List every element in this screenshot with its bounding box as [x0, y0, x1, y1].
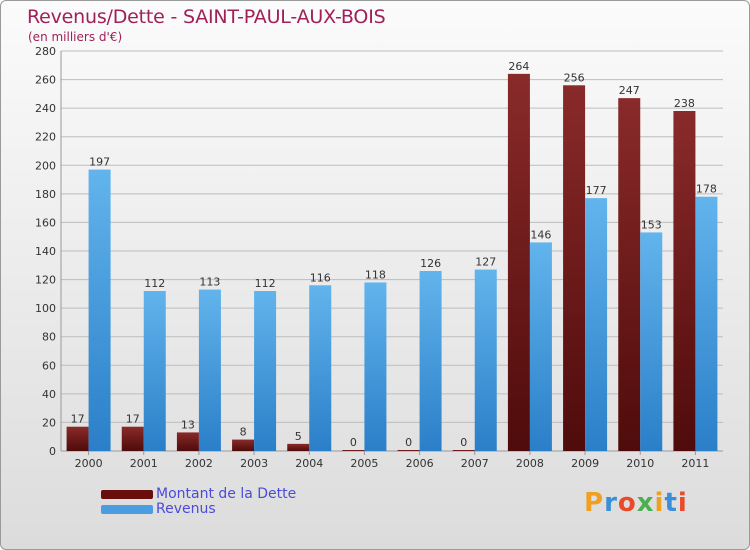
x-tick-label: 2002 — [185, 457, 213, 470]
data-label-revenus: 127 — [475, 256, 496, 269]
bars — [66, 73, 718, 452]
data-label-dette: 0 — [405, 436, 412, 449]
y-tick-label: 180 — [35, 188, 56, 201]
bar-dette — [507, 73, 530, 451]
data-label-dette: 17 — [71, 413, 85, 426]
bar-revenus — [309, 285, 332, 451]
data-label-dette: 17 — [126, 413, 140, 426]
y-tick-label: 80 — [42, 331, 56, 344]
x-axis: 2000 2001 2002 2003 2004 2005 2006 2007 2008 2009… — [75, 451, 709, 470]
data-label-dette: 5 — [295, 430, 302, 443]
data-label-dette: 8 — [240, 426, 247, 439]
bar-dette — [618, 98, 641, 452]
data-label-dette: 0 — [460, 436, 467, 449]
data-label-revenus: 112 — [144, 277, 165, 290]
y-tick-label: 0 — [49, 445, 56, 458]
y-tick-label: 280 — [35, 45, 56, 58]
x-tick-label: 2001 — [130, 457, 158, 470]
data-label-dette: 264 — [508, 60, 529, 73]
x-tick-label: 2006 — [406, 457, 434, 470]
y-tick-label: 220 — [35, 131, 56, 144]
bar-revenus — [254, 291, 277, 451]
x-tick-label: 2010 — [626, 457, 654, 470]
bar-dette — [66, 426, 89, 451]
bar-dette — [176, 432, 199, 451]
logo-letter: i — [677, 488, 688, 518]
data-label-dette: 238 — [674, 97, 695, 110]
data-label-revenus: 118 — [365, 268, 386, 281]
y-tick-label: 200 — [35, 159, 56, 172]
data-label-dette: 256 — [564, 71, 585, 84]
logo-letter: x — [636, 488, 655, 518]
data-label-revenus: 116 — [310, 271, 331, 284]
bar-revenus — [695, 196, 718, 451]
bar-revenus — [474, 269, 497, 451]
x-tick-label: 2007 — [461, 457, 489, 470]
data-label-revenus: 126 — [420, 257, 441, 270]
bar-revenus — [640, 232, 663, 451]
data-label-revenus: 146 — [530, 228, 551, 241]
proxiti-logo: Proxiti — [584, 488, 688, 518]
y-tick-label: 60 — [42, 359, 56, 372]
bar-dette — [342, 450, 365, 451]
data-label-revenus: 177 — [586, 184, 607, 197]
bar-revenus — [529, 242, 552, 451]
x-tick-label: 2009 — [571, 457, 599, 470]
y-axis: 0 20 40 60 80 100 120 140 160 180 200 220 240 260 280 — [35, 45, 56, 458]
data-label-revenus: 112 — [255, 277, 276, 290]
bar-revenus — [419, 271, 442, 451]
y-tick-label: 40 — [42, 388, 56, 401]
bar-revenus — [143, 291, 166, 451]
data-label-revenus: 197 — [89, 156, 110, 169]
bar-revenus — [364, 282, 387, 451]
y-tick-label: 240 — [35, 102, 56, 115]
legend-label-revenus: Revenus — [156, 501, 216, 517]
bar-revenus — [88, 169, 111, 452]
data-label-dette: 0 — [350, 436, 357, 449]
bar-dette — [397, 450, 420, 451]
x-tick-label: 2000 — [75, 457, 103, 470]
bar-revenus — [198, 289, 221, 451]
legend-swatch-dette — [101, 490, 153, 499]
x-tick-label: 2004 — [295, 457, 323, 470]
logo-letter: P — [584, 488, 605, 518]
legend-swatch-revenus — [101, 505, 153, 514]
x-tick-label: 2003 — [240, 457, 268, 470]
bar-dette — [287, 443, 310, 451]
bar-dette — [452, 450, 475, 451]
y-tick-label: 120 — [35, 274, 56, 287]
bar-revenus — [585, 198, 608, 451]
bar-dette — [121, 426, 144, 451]
bar-dette — [563, 85, 586, 452]
x-tick-label: 2008 — [516, 457, 544, 470]
x-tick-label: 2011 — [681, 457, 709, 470]
data-label-revenus: 178 — [696, 183, 717, 196]
bar-dette — [673, 111, 696, 451]
logo-letter: t — [664, 488, 678, 518]
x-tick-label: 2005 — [350, 457, 378, 470]
data-label-revenus: 153 — [641, 218, 662, 231]
y-tick-label: 160 — [35, 216, 56, 229]
y-tick-label: 260 — [35, 74, 56, 87]
logo-letter: r — [604, 488, 618, 518]
data-label-revenus: 113 — [199, 276, 220, 289]
bar-dette — [232, 439, 255, 451]
legend-label-dette: Montant de la Dette — [156, 486, 297, 502]
data-label-dette: 13 — [181, 418, 195, 431]
data-label-dette: 247 — [619, 84, 640, 97]
logo-letter: i — [654, 488, 665, 518]
y-tick-label: 100 — [35, 302, 56, 315]
grid-layer — [60, 50, 723, 452]
chart-subtitle: (en milliers d'€) — [28, 30, 123, 44]
data-labels: 17 197 17 112 13 113 8 112 5 116 0 118 0 126 0 127 264 14… — [71, 60, 717, 449]
chart-title: Revenus/Dette - SAINT-PAUL-AUX-BOIS — [27, 6, 386, 28]
y-tick-label: 20 — [42, 416, 56, 429]
logo-letter: o — [617, 488, 637, 518]
y-tick-label: 140 — [35, 245, 56, 258]
